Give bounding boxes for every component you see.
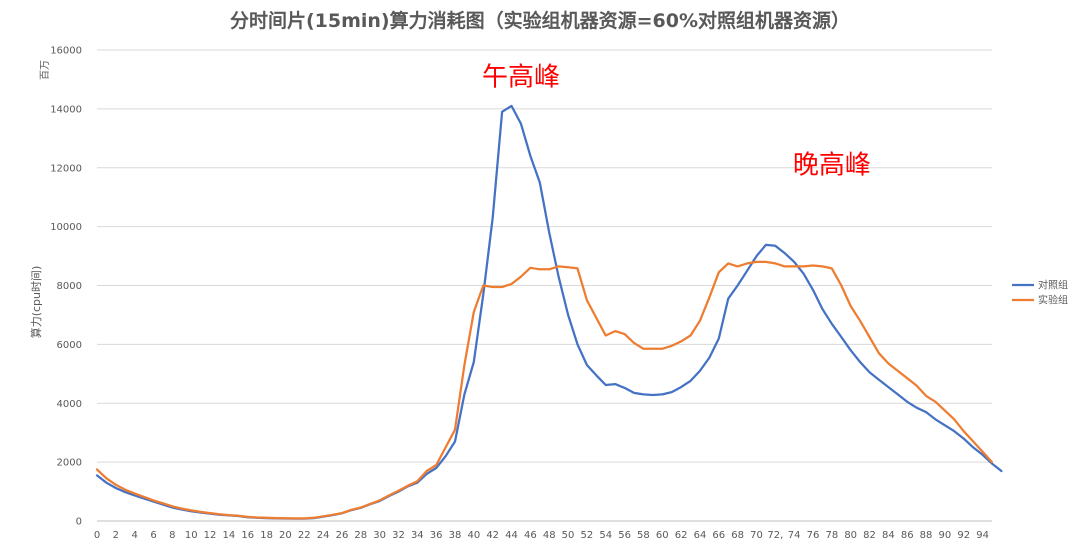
x-tick-label: 34 [411,530,424,541]
x-tick-label: 30 [373,530,386,541]
x-tick-label: 74 [788,530,801,541]
gridlines [97,49,992,522]
x-tick-label: 42 [486,530,499,541]
x-tick-label: 4 [131,530,137,541]
x-tick-label: 44 [505,530,518,541]
x-tick-label: 8 [169,530,175,541]
y-axis-ticks: 0 2000 4000 6000 8000 10000 12000 14000 16000 [50,46,82,528]
x-tick-label: 6 [150,530,156,541]
x-tick-label: 68 [731,530,744,541]
x-tick-label: 46 [524,530,537,541]
x-axis-ticks: 0 2 4 6 8 10 12 14 16 18 20 22 24 26 28 30 32 34 36 38 40 42 4… [94,530,989,541]
x-tick-label: 58 [637,530,650,541]
x-tick-label: 70 [750,530,763,541]
x-tick-label: 28 [354,530,367,541]
x-tick-label: 56 [618,530,631,541]
x-tick-label: 24 [317,530,330,541]
y-tick-label: 14000 [50,104,82,115]
legend-label: 对照组 [1038,279,1068,292]
x-tick-label: 54 [599,530,612,541]
x-tick-label: 92 [957,530,970,541]
x-tick-label: 76 [807,530,820,541]
x-tick-label: 80 [844,530,857,541]
x-tick-label: 0 [94,530,100,541]
x-tick-label: 52 [581,530,594,541]
x-tick-label: 32 [392,530,405,541]
x-tick-label: 86 [901,530,914,541]
x-tick-label: 88 [920,530,933,541]
legend-label: 实验组 [1038,294,1068,307]
y-tick-label: 2000 [57,458,82,469]
x-tick-label: 50 [562,530,575,541]
x-tick-label: 72, [767,530,783,541]
annotation-label: 晚高峰 [793,151,871,181]
x-tick-label: 20 [279,530,292,541]
x-tick-label: 26 [336,530,349,541]
x-tick-label: 94 [976,530,989,541]
x-tick-label: 10 [185,530,198,541]
x-tick-label: 2 [113,530,119,541]
x-tick-label: 82 [863,530,876,541]
y-axis-title: 算力(cpu时间) [29,266,43,339]
y-tick-label: 0 [76,517,82,528]
y-tick-label: 12000 [50,163,82,174]
y-tick-label: 10000 [50,222,82,233]
x-tick-label: 66 [712,530,725,541]
x-tick-label: 48 [543,530,556,541]
y-tick-label: 8000 [57,281,82,292]
series-lines [95,104,1003,520]
x-tick-label: 14 [223,530,236,541]
y-tick-label: 4000 [57,399,82,410]
x-tick-label: 84 [882,530,895,541]
x-tick-label: 38 [449,530,462,541]
y-tick-label: 16000 [50,46,82,57]
x-tick-label: 36 [430,530,443,541]
x-tick-label: 16 [241,530,254,541]
y-tick-label: 6000 [57,340,82,351]
x-tick-label: 62 [675,530,688,541]
x-tick-label: 78 [825,530,838,541]
x-tick-label: 60 [656,530,669,541]
annotation-label: 午高峰 [482,62,560,92]
x-tick-label: 12 [204,530,217,541]
x-tick-label: 90 [939,530,952,541]
chart-title: 分时间片(15min)算力消耗图（实验组机器资源=60%对照组机器资源） [230,9,850,32]
series-line-2 [95,260,994,520]
x-tick-label: 64 [694,530,707,541]
x-tick-label: 18 [260,530,273,541]
y-axis-unit: 百万 [39,60,51,80]
x-tick-label: 22 [298,530,311,541]
x-tick-label: 40 [467,530,480,541]
